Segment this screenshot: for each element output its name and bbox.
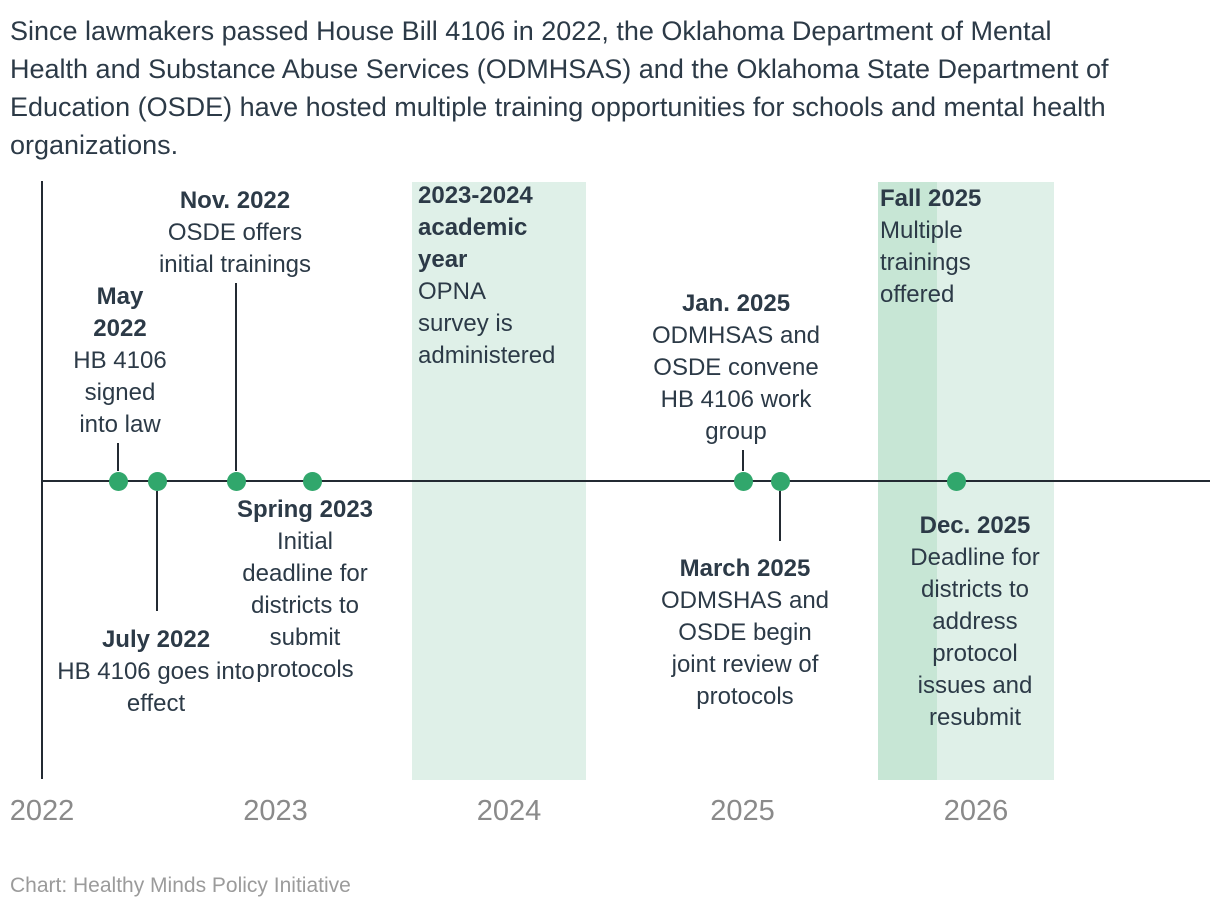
event-dot: [770, 471, 790, 491]
timeline-axis-line: [42, 480, 1210, 482]
event-dot: [108, 471, 128, 491]
event-date: March 2025: [679, 555, 811, 582]
chart-title: Since lawmakers passed House Bill 4106 i…: [10, 12, 1215, 164]
event-description-line: Deadline for: [910, 544, 1040, 571]
event-label: May 2022 HB 4106 signed into law: [5, 281, 235, 441]
event-description-line: joint review of: [671, 651, 819, 678]
event-dot: [226, 471, 246, 491]
event-description-line: ODMSHAS and: [660, 587, 830, 614]
event-label: Dec. 2025 Deadline for districts to address…: [860, 510, 1090, 734]
event-description-line: address: [932, 608, 1018, 635]
band-description-line: administered: [418, 342, 556, 369]
event-date: Spring 2023: [236, 496, 374, 523]
event-description-line: HB 4106: [73, 347, 167, 374]
year-tick-label: 2022: [9, 795, 75, 827]
event-connector-line: [779, 491, 781, 541]
event-description-line: districts to: [250, 592, 360, 619]
band-label: Fall 2025 Multiple trainings offered: [880, 183, 981, 311]
event-description-line: protocol: [932, 640, 1018, 667]
chart-caption: Chart: Healthy Minds Policy Initiative: [10, 874, 351, 897]
event-description-line: effect: [126, 690, 186, 717]
event-date: July 2022: [101, 626, 211, 653]
event-description-line: into law: [79, 411, 161, 438]
event-dot: [147, 471, 167, 491]
event-description-line: issues and: [917, 672, 1033, 699]
event-connector-line: [117, 443, 119, 471]
event-description-line: Initial: [276, 528, 334, 555]
event-description-line: OSDE offers: [167, 219, 303, 246]
event-date: Dec. 2025: [919, 512, 1031, 539]
event-connector-line: [742, 450, 744, 471]
event-date: Jan. 2025: [681, 290, 791, 317]
band-description-line: survey is: [418, 310, 513, 337]
event-dot: [946, 471, 966, 491]
event-label: March 2025 ODMSHAS and OSDE begin joint rev…: [630, 553, 860, 713]
event-description-line: districts to: [920, 576, 1030, 603]
event-label: Spring 2023 Initial deadline for districts …: [190, 494, 420, 686]
year-tick-label: 2023: [243, 795, 308, 827]
event-connector-line: [156, 491, 158, 611]
event-date: 2022: [93, 315, 147, 342]
event-date: Nov. 2022: [179, 187, 291, 214]
event-description-line: protocols: [696, 683, 794, 710]
band-description-line: offered: [880, 281, 955, 308]
event-label: Jan. 2025 ODMHSAS and OSDE convene HB 4106 …: [621, 288, 851, 448]
event-dot: [733, 471, 753, 491]
band-title-line: 2023-2024: [418, 182, 533, 209]
band-description-line: OPNA: [418, 278, 487, 305]
event-description-line: deadline for: [242, 560, 368, 587]
chart-title-line: Since lawmakers passed House Bill 4106 i…: [10, 16, 1052, 46]
year-tick-label: 2024: [476, 795, 542, 827]
band-label: 2023-2024 academic year OPNA survey is admini…: [418, 180, 555, 372]
event-dot: [302, 471, 322, 491]
band-title-line: Fall 2025: [880, 185, 982, 212]
year-tick-label: 2026: [943, 795, 1009, 827]
event-description-line: resubmit: [928, 704, 1022, 731]
event-description-line: group: [705, 418, 767, 445]
event-description-line: HB 4106 work: [660, 386, 812, 413]
band-description-line: trainings: [880, 249, 971, 276]
band-title-line: academic: [418, 214, 528, 241]
band-description-line: Multiple: [880, 217, 963, 244]
chart-title-line: Health and Substance Abuse Services (ODM…: [10, 54, 1109, 84]
event-date: May: [96, 283, 144, 310]
event-description-line: initial trainings: [158, 251, 312, 278]
event-description-line: submit: [269, 624, 341, 651]
event-description-line: HB 4106 goes into: [57, 658, 255, 685]
event-description-line: signed: [84, 379, 156, 406]
event-connector-line: [235, 283, 237, 471]
event-description-line: protocols: [256, 656, 354, 683]
band-title-line: year: [418, 246, 468, 273]
event-description-line: OSDE begin: [678, 619, 812, 646]
chart-title-line: Education (OSDE) have hosted multiple tr…: [10, 92, 1106, 122]
event-label: July 2022 HB 4106 goes into effect: [41, 624, 271, 720]
chart-title-line: organizations.: [10, 130, 179, 160]
event-description-line: ODMHSAS and: [651, 322, 821, 349]
event-description-line: OSDE convene: [653, 354, 819, 381]
event-label: Nov. 2022 OSDE offers initial trainings: [120, 185, 350, 281]
year-tick-label: 2025: [710, 795, 775, 827]
